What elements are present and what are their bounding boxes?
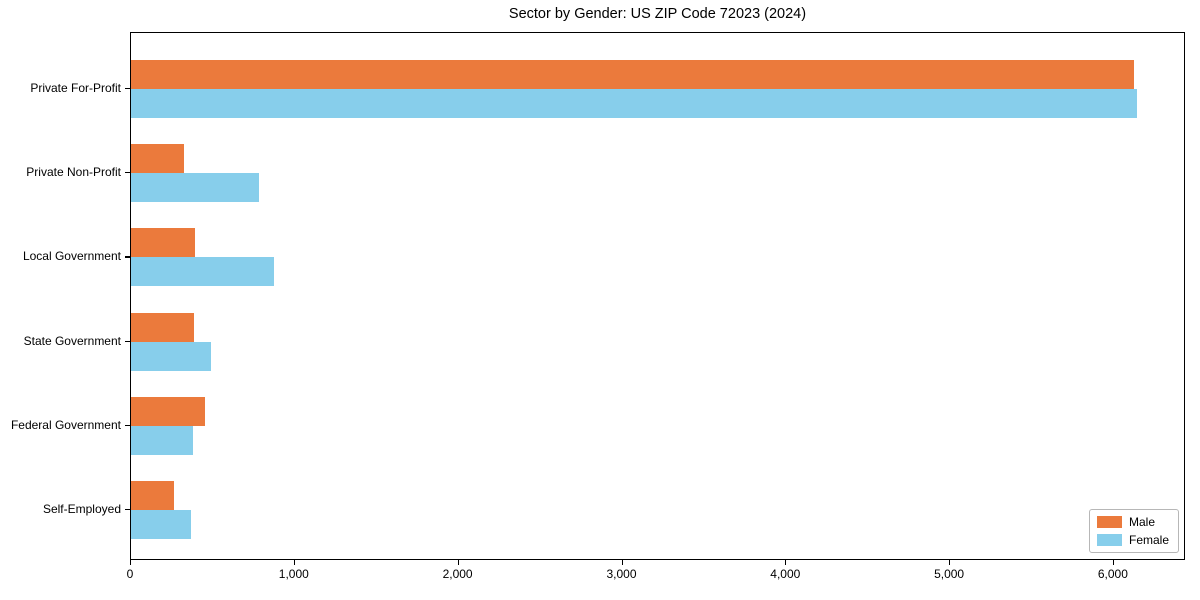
bar-male-5 — [131, 396, 205, 426]
y-tick-mark — [125, 424, 130, 426]
plot-area: Male Female — [130, 32, 1185, 560]
x-tick-label: 2,000 — [442, 567, 473, 581]
y-axis-label: Local Government — [22, 249, 121, 264]
legend-label-female: Female — [1128, 533, 1169, 547]
x-tick-mark — [949, 560, 951, 565]
y-axis-label: Federal Government — [10, 417, 121, 432]
x-tick-label: 0 — [126, 567, 134, 581]
x-tick-label: 1,000 — [278, 567, 309, 581]
legend-item-female: Female — [1096, 533, 1169, 547]
bar-female-6 — [131, 510, 191, 539]
y-axis-label: Private Non-Profit — [26, 165, 121, 180]
bar-male-3 — [131, 228, 195, 258]
bar-female-2 — [131, 173, 259, 203]
x-tick-label: 4,000 — [770, 567, 801, 581]
y-tick-mark — [125, 88, 130, 90]
male-swatch — [1096, 516, 1122, 528]
bar-female-5 — [131, 425, 194, 455]
legend-label-male: Male — [1128, 515, 1155, 529]
y-tick-mark — [125, 340, 130, 342]
x-tick-mark — [293, 560, 295, 565]
x-tick-label: 3,000 — [606, 567, 637, 581]
legend: Male Female — [1088, 509, 1179, 553]
legend-item-male: Male — [1096, 515, 1169, 529]
female-swatch — [1096, 534, 1122, 546]
y-tick-mark — [125, 509, 130, 511]
bar-female-3 — [131, 257, 274, 287]
x-tick-mark — [457, 560, 459, 565]
bar-male-6 — [131, 481, 174, 510]
y-axis-label: Private For-Profit — [30, 81, 121, 95]
x-tick-mark — [130, 560, 132, 565]
x-tick-mark — [1112, 560, 1115, 565]
x-tick-mark — [785, 560, 787, 565]
y-tick-mark — [125, 172, 130, 174]
bar-male-1 — [131, 60, 1134, 89]
y-axis-label: State Government — [23, 333, 121, 348]
x-tick-mark — [621, 560, 623, 565]
bar-female-1 — [131, 89, 1137, 118]
bar-male-2 — [131, 144, 185, 174]
chart-title: Sector by Gender: US ZIP Code 72023 (202… — [508, 6, 807, 22]
x-tick-label: 6,000 — [1097, 567, 1128, 581]
bar-female-4 — [131, 341, 212, 371]
y-tick-mark — [125, 256, 130, 258]
y-axis-label: Self-Employed — [42, 502, 121, 516]
x-tick-label: 5,000 — [934, 567, 965, 581]
bar-male-4 — [131, 312, 195, 342]
